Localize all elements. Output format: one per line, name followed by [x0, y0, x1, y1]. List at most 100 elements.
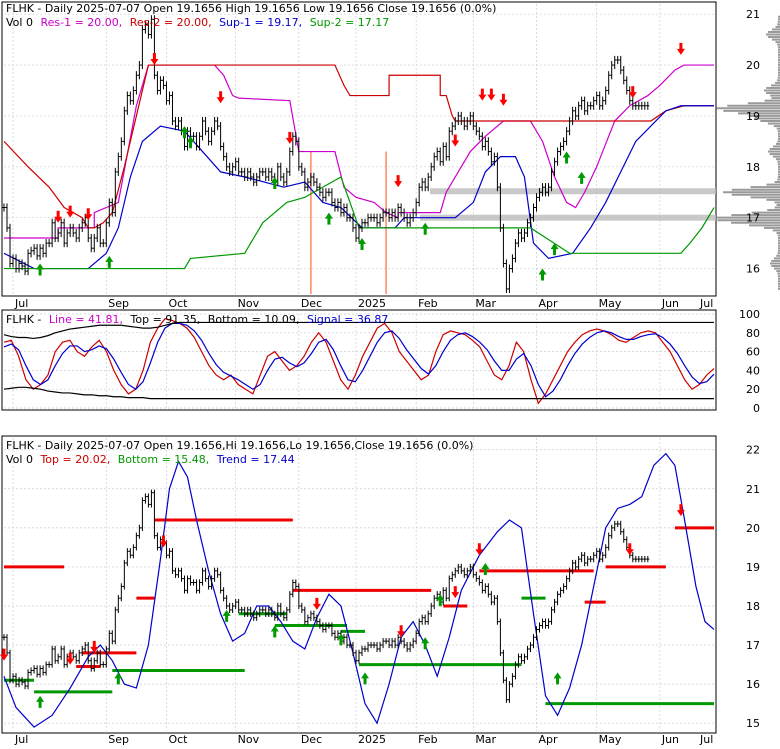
- price-xtick: 2025: [358, 297, 386, 310]
- trend-buy-arrow: [36, 695, 45, 708]
- price-buy-arrow: [324, 212, 333, 225]
- trend-buy-arrow: [222, 609, 231, 622]
- trend-buy-arrow: [336, 633, 345, 646]
- line-sup-2: [4, 176, 715, 270]
- trend-buy-arrow: [553, 672, 562, 685]
- trend-panel-frame: [1, 435, 717, 734]
- price-sell-arrow: [676, 42, 685, 55]
- price-buy-arrow: [270, 176, 279, 189]
- trend-sell-arrow: [676, 504, 685, 517]
- trend-xtick: May: [599, 733, 622, 745]
- trend-ytick: 17: [746, 639, 760, 652]
- price-sell-arrow: [66, 205, 75, 218]
- price-buy-arrow: [538, 268, 547, 281]
- price-buy-arrow: [562, 151, 571, 164]
- stoch-top: [3, 321, 714, 340]
- stoch-top-label: Top = 91.35,: [130, 313, 201, 326]
- price-header-legend: Vol 0 Res-1 = 20.00, Res-2 = 20.00, Sup-…: [6, 16, 389, 29]
- price-ytick: 16: [746, 263, 760, 276]
- trend-ytick: 15: [746, 717, 760, 730]
- res1-label: Res-1 = 20.00,: [40, 16, 122, 29]
- price-sell-arrow: [285, 131, 294, 144]
- price-sell-arrow: [487, 88, 496, 101]
- trend-sell-arrow: [66, 652, 75, 665]
- price-sell-arrow: [499, 93, 508, 106]
- price-band: [420, 214, 716, 221]
- trend-xtick: Sep: [108, 733, 129, 745]
- price-ytick: 18: [746, 161, 760, 174]
- price-xtick: Apr: [539, 297, 559, 310]
- price-xtick: Jul: [699, 297, 713, 310]
- trend-xtick: Jul: [699, 733, 713, 745]
- price-buy-arrow: [36, 263, 45, 276]
- stoch-line-label: Line = 41.81,: [49, 313, 123, 326]
- trend-ytick: 20: [746, 522, 760, 535]
- price-buy-arrow: [180, 126, 189, 139]
- trend-buy-arrow: [361, 672, 370, 685]
- trend-ytick: 18: [746, 600, 760, 613]
- sup1-label: Sup-1 = 19.17,: [219, 16, 302, 29]
- stoch-title: FLHK -: [6, 313, 41, 326]
- price-ytick: 21: [746, 8, 760, 21]
- stoch-signal: [3, 322, 715, 398]
- trend-buy-arrow: [270, 625, 279, 638]
- price-panel-frame: [1, 1, 717, 297]
- trend-sell-arrow: [0, 648, 8, 661]
- stoch-ytick: 100: [739, 308, 760, 321]
- price-xtick: Oct: [168, 297, 188, 310]
- trend-xtick: Feb: [418, 733, 437, 745]
- price-sell-arrow: [451, 134, 460, 147]
- trend-xtick: Nov: [238, 733, 260, 745]
- stoch-ytick: 20: [746, 383, 760, 396]
- price-ytick: 19: [746, 110, 760, 123]
- price-xtick: Nov: [238, 297, 260, 310]
- stoch-signal-label: Signal = 36.87: [307, 313, 389, 326]
- price-sell-arrow: [394, 175, 403, 188]
- trend-xtick: Dec: [301, 733, 322, 745]
- price-header-title: FLHK - Daily 2025-07-07 Open 19.1656 Hig…: [6, 2, 496, 15]
- price-buy-arrow: [186, 136, 195, 149]
- trend-sell-arrow: [397, 625, 406, 638]
- stoch-bottom-label: Bottom = 10.09,: [208, 313, 300, 326]
- volume-profile: [420, 15, 780, 290]
- trend-sell-arrow: [475, 543, 484, 556]
- trend-ytick: 21: [746, 483, 760, 496]
- sup2-label: Sup-2 = 17.17: [310, 16, 390, 29]
- price-xtick: Mar: [475, 297, 496, 310]
- trend-top-label: Top = 20.02,: [39, 453, 110, 466]
- trend-buy-arrow: [114, 672, 123, 685]
- res2-label: Res-2 = 20.00,: [130, 16, 212, 29]
- price-buy-arrow: [577, 171, 586, 184]
- trend-xtick: 2025: [358, 733, 386, 745]
- axis-ticks: 16 17 18 19 20 21 0 20 40 60 80 100 15 16 17 18 19 20 21 22…: [14, 8, 760, 746]
- trend-sell-arrow: [90, 640, 99, 653]
- price-xtick: May: [599, 297, 622, 310]
- price-xtick: Jul: [14, 297, 28, 310]
- trend-line: [3, 452, 715, 728]
- price-xtick: Feb: [418, 297, 437, 310]
- signal-arrows: [0, 42, 685, 708]
- price-sell-arrow: [150, 53, 159, 66]
- stoch-ytick: 80: [746, 327, 760, 340]
- trend-xtick: Oct: [168, 733, 188, 745]
- price-buy-arrow: [550, 243, 559, 256]
- trend-buy-arrow: [436, 594, 445, 607]
- price-ytick: 17: [746, 212, 760, 225]
- trend-vol: Vol 0: [6, 453, 33, 466]
- trend-ytick: 16: [746, 678, 760, 691]
- price-buy-arrow: [358, 238, 367, 251]
- trend-xtick: Jul: [14, 733, 28, 745]
- stoch-header: FLHK - Line = 41.81, Top = 91.35, Bottom…: [6, 313, 388, 326]
- price-xtick: Jun: [661, 297, 679, 310]
- price-ytick: 20: [746, 59, 760, 72]
- price-xtick: Dec: [301, 297, 322, 310]
- trend-xtick: Mar: [475, 733, 496, 745]
- price-sell-arrow: [54, 210, 63, 223]
- price-xtick: Sep: [108, 297, 129, 310]
- stoch-line: [3, 318, 715, 405]
- stoch-ytick: 40: [746, 364, 760, 377]
- trend-header-title: FLHK - Daily 2025-07-07 Open 19.1656,Hi …: [6, 439, 473, 452]
- trend-ytick: 19: [746, 561, 760, 574]
- stoch-bottom: [3, 386, 714, 400]
